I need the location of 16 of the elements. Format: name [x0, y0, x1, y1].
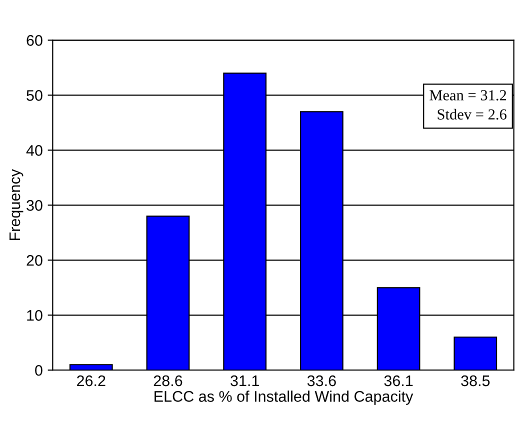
- x-tick-label: 36.1: [384, 375, 413, 386]
- x-tick-label: 28.6: [154, 375, 182, 386]
- y-tick-label: 20: [26, 255, 42, 266]
- y-tick-label: 10: [27, 310, 42, 321]
- x-tick-label: 31.1: [230, 375, 259, 386]
- annotation: Mean = 31.2 Stdev = 2.6: [430, 90, 506, 120]
- y-tick-label: 50: [26, 90, 42, 101]
- y-tick-label: 30: [26, 200, 42, 211]
- y-tick-label: 60: [26, 35, 42, 46]
- y-tick-label: 40: [26, 145, 42, 156]
- y-tick-label: 0: [35, 364, 42, 376]
- x-tick-label: 26.2: [77, 375, 106, 386]
- x-axis-title: ELCC as % of Installed Wind Capacity: [154, 390, 414, 405]
- x-tick-label: 38.5: [461, 375, 490, 386]
- y-axis-title: Frequency: [10, 169, 24, 240]
- x-tick-label: 33.6: [307, 375, 336, 386]
